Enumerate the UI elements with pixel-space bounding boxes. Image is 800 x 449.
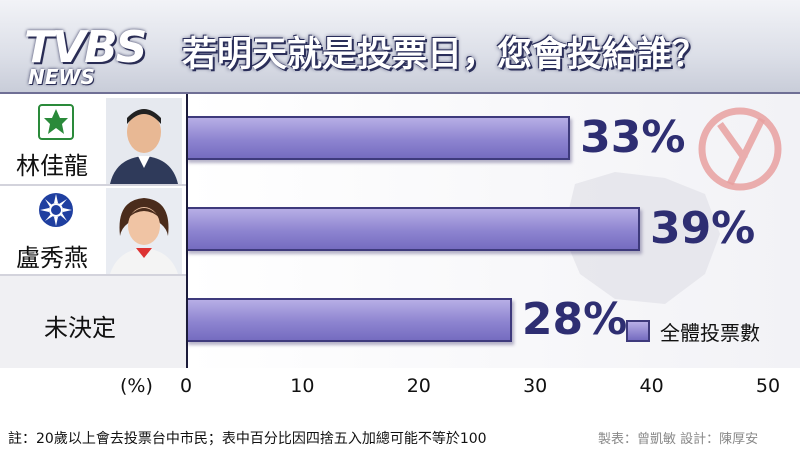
candidate-row-2: 盧秀燕 (0, 186, 186, 276)
candidate-photo-male (106, 98, 182, 184)
x-tick-label: 40 (639, 375, 664, 397)
legend-label: 全體投票數 (660, 321, 760, 345)
bar-value-label: 28% (521, 294, 628, 345)
candidate-photo-female (106, 188, 182, 274)
plot-area: 33% 39% 28% 全體投票數 (186, 94, 800, 368)
bar-value-label: 39% (649, 203, 756, 254)
candidate-name: 林佳龍 (16, 152, 88, 180)
legend-swatch (626, 320, 650, 342)
candidate-row-3: 未決定 (0, 276, 186, 368)
bar-2 (186, 207, 640, 251)
x-tick-label: 30 (523, 375, 548, 397)
candidate-label-column: 林佳龍 盧秀燕 未決定 (0, 94, 186, 368)
ballot-stamp-icon (698, 107, 782, 191)
x-tick-label: 10 (290, 375, 315, 397)
kmt-emblem-icon (39, 193, 73, 227)
footer-note: 註：20歲以上會去投票台中市民；表中百分比因四捨五入加總可能不等於100 (8, 431, 487, 447)
chart-title: 若明天就是投票日，您會投給誰？ (182, 35, 708, 75)
candidate-name: 盧秀燕 (16, 244, 88, 272)
x-tick-label: 20 (406, 375, 431, 397)
bar-1 (186, 116, 571, 160)
candidate-row-1: 林佳龍 (0, 94, 186, 186)
header-banner: TVBS NEWS 若明天就是投票日，您會投給誰？ (0, 0, 800, 94)
taichung-map-icon (563, 172, 720, 304)
bar-3 (186, 298, 512, 342)
tvbs-news-logo: TVBS NEWS (14, 10, 184, 89)
x-axis-unit: (%) (120, 375, 153, 397)
logo-sub-text: NEWS (28, 65, 95, 89)
y-axis-line (186, 94, 188, 368)
footer-credit: 製表：曾凱敏 設計：陳厚安 (598, 432, 759, 447)
candidate-name: 未決定 (44, 314, 116, 342)
bar-value-label: 33% (580, 112, 686, 163)
x-tick-label: 0 (179, 375, 193, 397)
logo-main-text: TVBS (24, 22, 147, 73)
dpp-emblem-icon (38, 104, 74, 140)
x-tick-label: 50 (755, 375, 781, 397)
